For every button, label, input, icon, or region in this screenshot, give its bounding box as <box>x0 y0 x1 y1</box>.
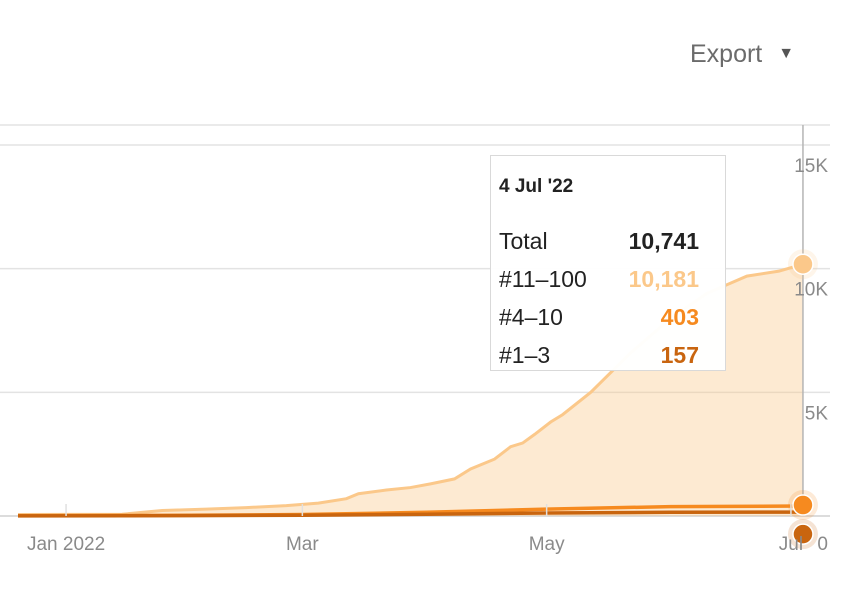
y-tick-label: 10K <box>794 280 828 301</box>
x-tick-label: Jan 2022 <box>27 534 105 555</box>
hover-point-11-100 <box>792 253 814 275</box>
y-tick-label: 15K <box>794 156 828 177</box>
tooltip-row-total: Total 10,741 <box>499 228 699 266</box>
export-button[interactable]: Export ▼ <box>690 34 794 74</box>
y-tick-label: 5K <box>805 403 829 424</box>
tooltip-date: 4 Jul '22 <box>499 176 574 197</box>
y-tick-label: 0 <box>817 534 828 555</box>
hover-point-1-3 <box>792 523 814 545</box>
tooltip-value-4-10: 403 <box>660 304 699 330</box>
hover-point-4-10 <box>792 494 814 516</box>
series-line-1-3 <box>18 510 803 518</box>
tooltip-value-11-100: 10,181 <box>628 266 699 292</box>
chart-hover-points <box>787 249 818 550</box>
y-axis-ticks: 0 5K 10K 15K <box>794 156 828 555</box>
tooltip-row-1-3: #1–3 157 <box>499 342 699 380</box>
chart-series-areas <box>18 264 803 516</box>
tooltip-label-1-3: #1–3 <box>499 342 551 368</box>
tooltip-value-1-3: 157 <box>660 342 699 368</box>
x-tick-label: May <box>529 534 565 555</box>
tooltip-row-4-10: #4–10 403 <box>499 304 699 342</box>
chevron-down-icon: ▼ <box>778 45 795 62</box>
series-area-11-100 <box>18 264 803 516</box>
x-tick-label: Mar <box>286 534 319 555</box>
tooltip-total-label: Total <box>499 228 548 254</box>
x-axis-ticks: Jan 2022 Mar May Jul <box>27 504 803 555</box>
export-label: Export <box>690 39 763 68</box>
tooltip-row-11-100: #11–100 10,181 <box>499 266 699 304</box>
tooltip-total-value: 10,741 <box>628 228 699 254</box>
tooltip-label-4-10: #4–10 <box>499 304 563 330</box>
x-tick-label: Jul <box>779 534 803 555</box>
chart-tooltip: 4 Jul '22 Total 10,741 #11–100 10,181 #4… <box>490 155 726 371</box>
tooltip-label-11-100: #11–100 <box>499 266 587 292</box>
